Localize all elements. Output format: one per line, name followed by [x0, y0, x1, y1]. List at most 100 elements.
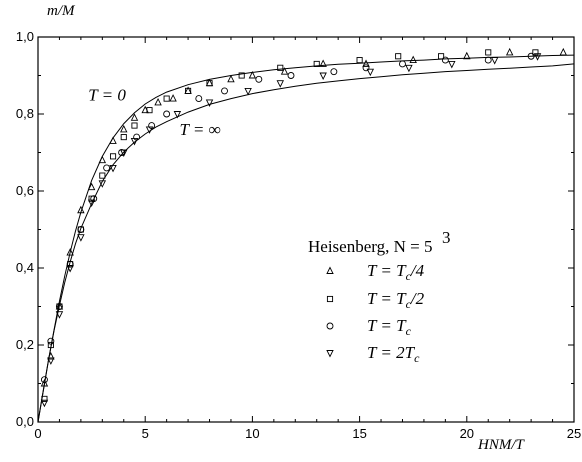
y-tick-label: 0,6	[16, 183, 34, 198]
legend-marker-3	[326, 350, 334, 358]
point-tc-half	[313, 60, 320, 67]
legend-label-1: T = Tc/2	[367, 289, 425, 311]
curve-annotations: T = 0 T = ∞	[88, 86, 220, 140]
point-2tc	[205, 99, 214, 107]
point-tc-quarter	[66, 248, 74, 256]
legend-marker-2	[326, 322, 334, 330]
point-tc-quarter	[505, 47, 514, 56]
point-tc-half	[438, 53, 445, 60]
legend-label-2: T = Tc	[367, 316, 412, 338]
point-tc-quarter	[130, 113, 139, 121]
point-tc-half	[131, 122, 138, 129]
point-tc	[287, 72, 295, 79]
point-2tc	[77, 234, 85, 242]
point-2tc	[98, 180, 107, 188]
point-tc	[118, 149, 126, 156]
point-tc-quarter	[120, 124, 128, 133]
point-tc-half	[109, 153, 117, 160]
point-tc	[255, 75, 263, 83]
x-tick-label: 15	[352, 426, 366, 441]
x-tick-label: 25	[567, 426, 581, 441]
point-2tc	[47, 357, 55, 365]
annotation-t-infinity: T = ∞	[180, 120, 221, 139]
point-tc-half	[163, 95, 170, 102]
point-tc-half	[120, 134, 127, 141]
legend-title-superscript: 3	[442, 228, 451, 247]
x-tick-label: 5	[142, 426, 149, 441]
point-tc	[66, 260, 74, 268]
point-2tc	[405, 64, 413, 73]
point-tc	[441, 56, 449, 64]
tick-marks	[37, 36, 575, 423]
point-tc-quarter	[40, 378, 49, 387]
point-2tc	[55, 311, 64, 319]
x-tick-label: 10	[245, 426, 259, 441]
point-tc-quarter	[227, 74, 235, 83]
point-tc	[103, 164, 111, 172]
point-tc-half	[485, 49, 492, 56]
point-tc-quarter	[77, 205, 85, 214]
point-tc-half	[41, 395, 48, 402]
fit-curves	[37, 54, 575, 423]
legend-label-3: T = 2Tc	[367, 343, 420, 365]
point-tc	[40, 376, 48, 384]
point-tc-half	[99, 172, 106, 179]
tick-labels: 0 5 10 15 20 25 0,0 0,2 0,4 0,6 0,8 1,0	[16, 29, 581, 441]
y-tick-label: 0,0	[16, 414, 34, 429]
series-2	[40, 52, 535, 384]
point-2tc	[130, 137, 139, 146]
point-2tc	[533, 53, 542, 61]
y-tick-label: 0,2	[16, 337, 34, 352]
y-tick-label: 1,0	[16, 29, 34, 44]
point-tc	[163, 110, 171, 118]
legend: Heisenberg, N = 5 3 T = Tc/4 T = Tc/2 T = Tc…	[308, 228, 451, 365]
point-2tc	[87, 199, 96, 208]
point-tc-half	[185, 87, 192, 94]
point-2tc	[66, 265, 74, 273]
point-2tc	[173, 111, 182, 119]
legend-marker-0	[326, 266, 334, 274]
data-points	[40, 47, 568, 408]
curve-t-zero	[37, 54, 575, 423]
point-2tc	[40, 399, 49, 408]
point-2tc	[319, 72, 327, 81]
point-tc-half	[356, 57, 363, 64]
point-tc-quarter	[154, 97, 162, 106]
point-tc-quarter	[559, 47, 568, 56]
point-tc-half	[395, 53, 402, 60]
point-2tc	[448, 61, 456, 69]
point-tc-quarter	[47, 352, 55, 360]
point-tc	[527, 52, 535, 60]
point-tc-quarter	[319, 59, 327, 67]
point-tc	[362, 64, 370, 72]
point-2tc	[120, 149, 128, 158]
point-tc-half	[277, 64, 284, 71]
point-tc-half	[238, 72, 245, 79]
point-tc-quarter	[98, 155, 107, 164]
legend-label-0: T = Tc/4	[367, 261, 425, 283]
legend-marker-1	[326, 295, 334, 303]
point-tc	[77, 226, 85, 233]
point-tc-half	[146, 107, 153, 114]
point-tc	[195, 95, 203, 103]
point-2tc	[244, 87, 252, 96]
point-tc	[47, 337, 55, 345]
point-tc-quarter	[409, 55, 417, 64]
y-tick-label: 0,8	[16, 106, 34, 121]
point-tc	[484, 56, 492, 64]
legend-title: Heisenberg, N = 5	[308, 237, 432, 256]
point-tc	[330, 68, 338, 76]
point-tc-half	[206, 80, 213, 87]
point-2tc	[490, 57, 499, 65]
point-tc-quarter	[169, 94, 177, 102]
annotation-t-zero: T = 0	[88, 86, 126, 105]
point-2tc	[366, 68, 375, 77]
curve-t-infinity	[37, 63, 575, 423]
point-tc-quarter	[248, 70, 257, 79]
series-3	[40, 53, 542, 408]
point-2tc	[109, 164, 117, 173]
x-axis-label: HNM/T	[477, 437, 526, 453]
point-tc-quarter	[463, 51, 471, 60]
point-tc-quarter	[87, 182, 96, 191]
